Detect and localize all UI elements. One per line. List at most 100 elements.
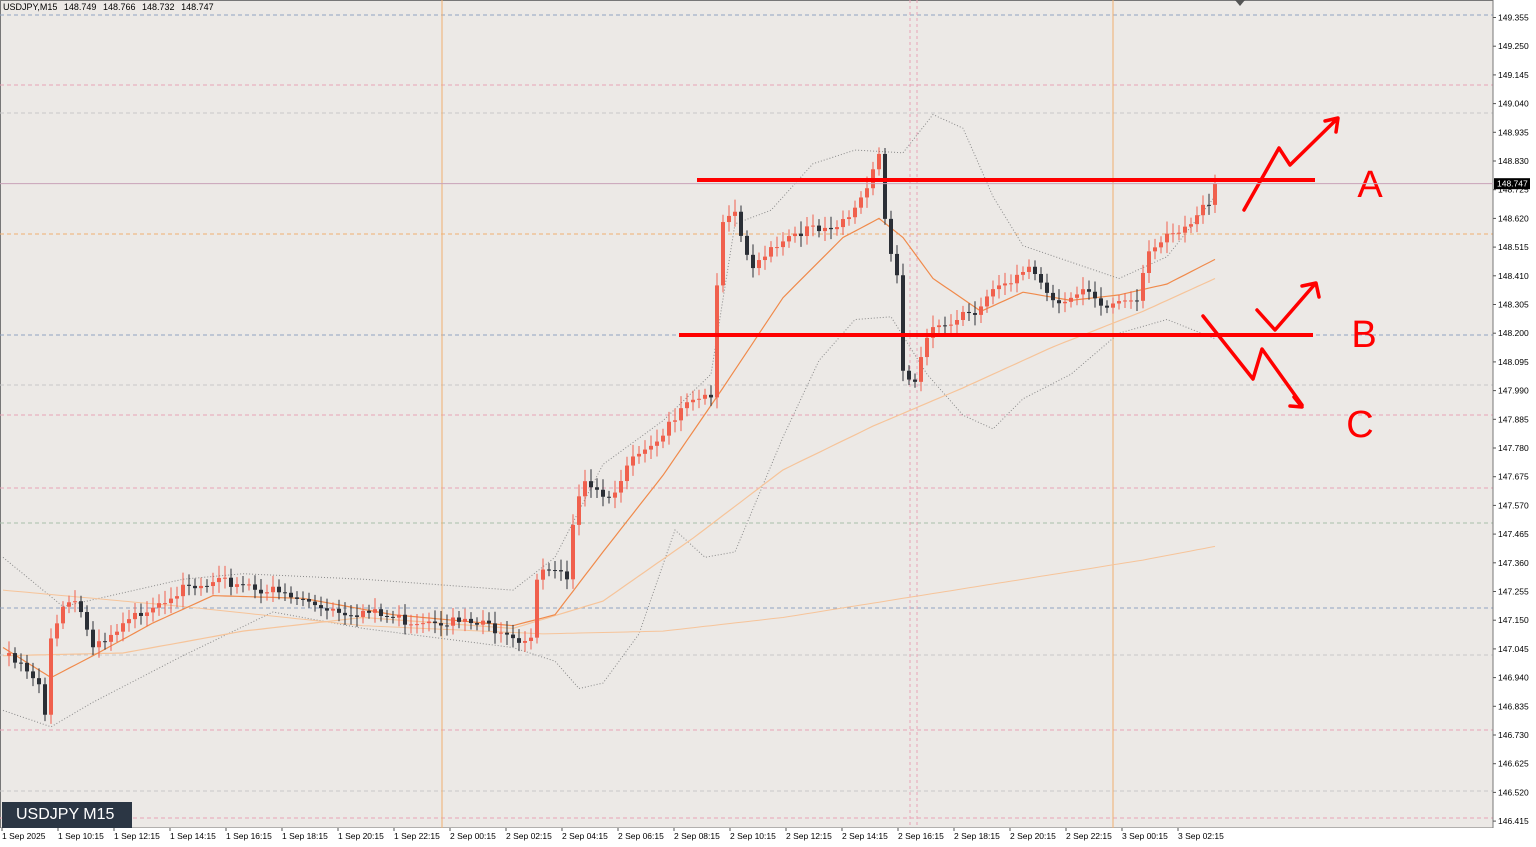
candle-bullish bbox=[247, 584, 251, 586]
symbol-info-header: USDJPY,M15 148.749 148.766 148.732 148.7… bbox=[3, 2, 218, 12]
candle-bearish bbox=[739, 211, 743, 236]
candle-bullish bbox=[673, 420, 677, 422]
candle-bullish bbox=[361, 610, 365, 617]
candle-bearish bbox=[973, 313, 977, 315]
price-tick-label: 147.780 bbox=[1498, 443, 1529, 453]
candle-bearish bbox=[457, 617, 461, 622]
time-tick-label: 2 Sep 10:15 bbox=[730, 831, 776, 841]
candle-bullish bbox=[625, 465, 629, 482]
price-tick-label: 148.830 bbox=[1498, 156, 1529, 166]
candle-bearish bbox=[745, 235, 749, 255]
candle-bearish bbox=[349, 615, 353, 617]
candle-bearish bbox=[943, 325, 947, 327]
candle-bearish bbox=[1105, 305, 1109, 308]
time-tick-label: 1 Sep 12:15 bbox=[114, 831, 160, 841]
candle-bullish bbox=[481, 620, 485, 625]
candle-bearish bbox=[283, 592, 287, 594]
candle-bullish bbox=[805, 226, 809, 237]
candle-bullish bbox=[697, 398, 701, 400]
price-tick-label: 147.990 bbox=[1498, 386, 1529, 396]
candle-bullish bbox=[1123, 300, 1127, 302]
time-tick-label: 2 Sep 14:15 bbox=[842, 831, 888, 841]
price-tick-label: 149.145 bbox=[1498, 70, 1529, 80]
candle-bearish bbox=[553, 570, 557, 572]
candle-bullish bbox=[649, 445, 653, 450]
price-tick-label: 147.465 bbox=[1498, 529, 1529, 539]
price-tick-label: 146.415 bbox=[1498, 816, 1529, 826]
chart-shift-arrow-icon[interactable] bbox=[1235, 0, 1245, 6]
candle-bullish bbox=[793, 233, 797, 237]
candle-bullish bbox=[1147, 251, 1151, 273]
candle-bullish bbox=[859, 197, 863, 208]
candle-bullish bbox=[211, 582, 215, 587]
candle-bullish bbox=[235, 584, 239, 587]
candle-bullish bbox=[1183, 226, 1187, 233]
moving-average-slow-line bbox=[2, 277, 1216, 657]
candle-bearish bbox=[517, 638, 521, 643]
annotation-label-a: A bbox=[1357, 164, 1383, 206]
time-tick-label: 2 Sep 04:15 bbox=[562, 831, 608, 841]
candle-bullish bbox=[73, 601, 77, 603]
candle-bullish bbox=[49, 638, 53, 715]
candle-bullish bbox=[67, 602, 71, 607]
candle-bullish bbox=[577, 496, 581, 525]
candle-bullish bbox=[757, 260, 761, 269]
candle-bullish bbox=[961, 311, 965, 321]
candle-bearish bbox=[379, 609, 383, 616]
candle-bearish bbox=[751, 254, 755, 269]
candle-bullish bbox=[541, 569, 545, 580]
candle-bearish bbox=[355, 615, 359, 617]
price-tick-label: 146.520 bbox=[1498, 787, 1529, 797]
candle-bearish bbox=[1039, 274, 1043, 283]
candle-bearish bbox=[817, 225, 821, 232]
candle-bullish bbox=[877, 153, 881, 170]
candle-bullish bbox=[1111, 303, 1115, 308]
time-tick-label: 2 Sep 08:15 bbox=[674, 831, 720, 841]
candle-bullish bbox=[835, 227, 839, 230]
candle-bearish bbox=[895, 253, 899, 276]
candle-bearish bbox=[85, 612, 89, 630]
candle-bullish bbox=[1069, 297, 1073, 302]
candle-bullish bbox=[55, 623, 59, 639]
candle-bearish bbox=[91, 629, 95, 648]
candle-bullish bbox=[571, 524, 575, 580]
price-tick-label: 147.150 bbox=[1498, 615, 1529, 625]
bollinger-lower-line bbox=[2, 316, 1216, 728]
candle-bearish bbox=[901, 275, 905, 371]
candle-bullish bbox=[1195, 215, 1199, 225]
price-axis-panel bbox=[1493, 0, 1536, 847]
candle-bullish bbox=[937, 325, 941, 328]
bollinger-upper-line bbox=[2, 113, 1216, 608]
symbol-timeframe: USDJPY,M15 bbox=[3, 2, 58, 12]
candle-bearish bbox=[493, 623, 497, 634]
candle-bullish bbox=[1021, 272, 1025, 275]
time-tick-label: 2 Sep 06:15 bbox=[618, 831, 664, 841]
candle-bearish bbox=[799, 233, 803, 237]
time-axis-panel bbox=[0, 828, 1493, 847]
candle-bullish bbox=[97, 641, 101, 648]
candle-bullish bbox=[109, 634, 113, 642]
price-tick-label: 149.250 bbox=[1498, 41, 1529, 51]
time-tick-label: 3 Sep 02:15 bbox=[1178, 831, 1224, 841]
candle-bullish bbox=[655, 441, 659, 446]
candle-bullish bbox=[7, 653, 11, 656]
time-tick-label: 2 Sep 22:15 bbox=[1066, 831, 1112, 841]
candle-bullish bbox=[703, 394, 707, 399]
candle-bullish bbox=[1009, 283, 1013, 285]
candle-bullish bbox=[925, 337, 929, 358]
candle-bearish bbox=[967, 311, 971, 314]
candle-bearish bbox=[139, 612, 143, 616]
candle-bullish bbox=[949, 324, 953, 326]
candle-bearish bbox=[1087, 289, 1091, 292]
candle-bullish bbox=[811, 225, 815, 227]
candle-bearish bbox=[445, 625, 449, 627]
candle-bullish bbox=[1201, 204, 1205, 216]
price-tick-label: 149.040 bbox=[1498, 99, 1529, 109]
candle-bullish bbox=[499, 632, 503, 634]
candle-bearish bbox=[31, 671, 35, 679]
candle-bearish bbox=[25, 662, 29, 672]
price-tick-label: 147.885 bbox=[1498, 414, 1529, 424]
candle-bullish bbox=[217, 577, 221, 583]
